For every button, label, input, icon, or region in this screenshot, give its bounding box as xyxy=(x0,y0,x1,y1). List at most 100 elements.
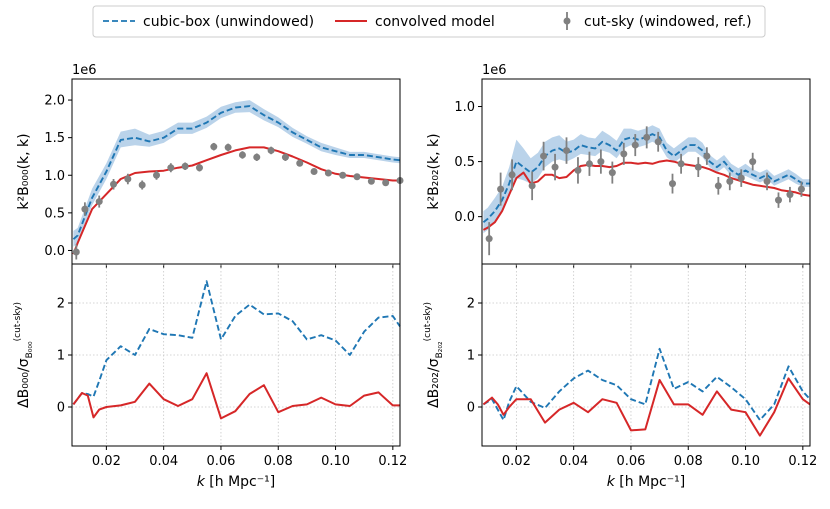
legend-frame xyxy=(92,5,766,38)
y-tick-label: 2.0 xyxy=(44,94,65,109)
cut-sky-point xyxy=(654,138,662,146)
x-tick-label: 0.08 xyxy=(264,454,293,469)
cut-sky-point xyxy=(540,152,548,160)
cut-sky-point xyxy=(574,166,582,174)
cut-sky-point xyxy=(763,177,771,185)
cut-sky-point xyxy=(281,153,289,161)
cut-sky-point xyxy=(339,171,347,179)
x-tick-label: 0.06 xyxy=(616,454,645,469)
cut-sky-point xyxy=(324,169,332,177)
cut-sky-point xyxy=(153,171,161,179)
cut-sky-point xyxy=(774,196,782,204)
top-right-panel: 0.0 0.5 1.0 1e6 k²B₂₀₂(k, k) xyxy=(426,63,811,268)
cut-sky-point xyxy=(95,198,103,206)
y-tick-label: 0.0 xyxy=(44,244,65,259)
y-tick-label: 1.5 xyxy=(44,131,65,146)
cut-sky-point xyxy=(195,164,203,172)
y-axis-label: k²B₀₀₀(k, k) xyxy=(16,133,32,209)
cut-sky-point xyxy=(296,159,304,167)
cut-sky-point xyxy=(749,158,757,166)
cubic-box-uncertainty-band xyxy=(73,100,401,247)
x-tick-label: 0.12 xyxy=(378,454,407,469)
x-tick-label: 0.04 xyxy=(149,454,178,469)
cut-sky-point xyxy=(528,182,536,190)
bottom-right-panel: 0 1 2 0.02 0.04 0.06 0.08 0.10 0.12 ΔB₂₀₂/σB₂₀₂(c… xyxy=(423,263,817,490)
x-tick-label: 0.08 xyxy=(674,454,703,469)
x-tick-label: 0.12 xyxy=(788,454,817,469)
cut-sky-point xyxy=(81,205,89,213)
cut-sky-point xyxy=(620,150,628,158)
cut-sky-point xyxy=(238,151,246,159)
cut-sky-point xyxy=(563,147,571,155)
cut-sky-point xyxy=(310,168,318,175)
cut-sky-point xyxy=(726,177,734,185)
cut-sky-point xyxy=(608,169,616,177)
cut-sky-point xyxy=(72,248,80,256)
cut-sky-point xyxy=(551,163,559,171)
x-tick-label: 0.06 xyxy=(206,454,235,469)
cut-sky-point xyxy=(224,143,232,151)
cut-sky-point xyxy=(367,177,375,185)
x-tick-label: 0.02 xyxy=(502,454,531,469)
y-tick-label: 0 xyxy=(467,401,475,416)
convolved-model-line xyxy=(482,377,811,437)
cubic-box-line xyxy=(72,280,401,405)
cut-sky-point xyxy=(138,181,146,189)
cut-sky-point xyxy=(181,162,189,170)
cut-sky-point xyxy=(797,185,805,193)
x-axis-label: k [h Mpc⁻¹] xyxy=(197,474,275,490)
cut-sky-point xyxy=(353,173,361,181)
cut-sky-point xyxy=(677,160,685,168)
y-tick-label: 1 xyxy=(57,349,65,364)
cut-sky-point xyxy=(694,163,702,171)
cut-sky-point xyxy=(110,180,118,188)
cut-sky-point xyxy=(668,180,676,188)
y-tick-label: 1.0 xyxy=(44,169,65,184)
cut-sky-point xyxy=(124,175,132,183)
cut-sky-point xyxy=(786,191,794,199)
cut-sky-point xyxy=(210,143,218,151)
x-tick-label: 0.10 xyxy=(321,454,350,469)
top-left-panel: 0.0 0.5 1.0 1.5 2.0 1e6 k²B₀₀₀(k, k) xyxy=(16,63,404,268)
cut-sky-point xyxy=(585,160,593,168)
offset-text: 1e6 xyxy=(482,63,507,78)
cut-sky-point xyxy=(508,171,516,179)
cut-sky-point xyxy=(631,141,639,149)
y-tick-label: 0 xyxy=(57,401,65,416)
convolved-model-line xyxy=(72,146,400,255)
y-tick-label: 0.5 xyxy=(44,206,65,221)
y-tick-label: 1.0 xyxy=(454,100,475,115)
legend-cubic-box-label: cubic-box (unwindowed) xyxy=(143,14,314,30)
cut-sky-point xyxy=(497,185,505,193)
y-axis-label: ΔB₀₀₀/σB₀₀₀(cut-sky) xyxy=(13,302,35,408)
y-tick-label: 0.5 xyxy=(454,155,475,170)
cut-sky-point xyxy=(703,152,711,160)
legend: cubic-box (unwindowed) convolved model c… xyxy=(92,5,766,38)
legend-convolved-label: convolved model xyxy=(375,14,495,30)
cut-sky-point xyxy=(643,133,651,141)
legend-cut-sky-swatch xyxy=(563,12,571,30)
x-axis-label: k [h Mpc⁻¹] xyxy=(607,474,685,490)
legend-cut-sky-label: cut-sky (windowed, ref.) xyxy=(584,14,752,30)
y-axis-label: k²B₂₀₂(k, k) xyxy=(426,133,442,209)
cut-sky-point xyxy=(485,235,493,243)
cut-sky-point xyxy=(167,164,175,172)
cubic-box-line xyxy=(72,105,401,240)
cubic-box-line xyxy=(482,347,811,421)
x-tick-label: 0.04 xyxy=(559,454,588,469)
y-tick-label: 2 xyxy=(467,297,475,312)
x-tick-label: 0.02 xyxy=(92,454,121,469)
y-axis-label: ΔB₂₀₂/σB₂₀₂(cut-sky) xyxy=(423,302,445,408)
offset-text: 1e6 xyxy=(72,63,97,78)
y-tick-label: 2 xyxy=(57,297,65,312)
x-tick-label: 0.10 xyxy=(731,454,760,469)
cut-sky-point xyxy=(267,146,275,154)
cut-sky-point xyxy=(382,179,390,187)
convolved-model-line xyxy=(72,372,400,420)
bottom-left-panel: 0 1 2 0.02 0.04 0.06 0.08 0.10 0.12 ΔB₀₀₀/σB₀₀₀(c… xyxy=(13,263,407,490)
cut-sky-point xyxy=(597,158,605,166)
y-tick-label: 0.0 xyxy=(454,210,475,225)
cut-sky-point xyxy=(737,174,745,182)
